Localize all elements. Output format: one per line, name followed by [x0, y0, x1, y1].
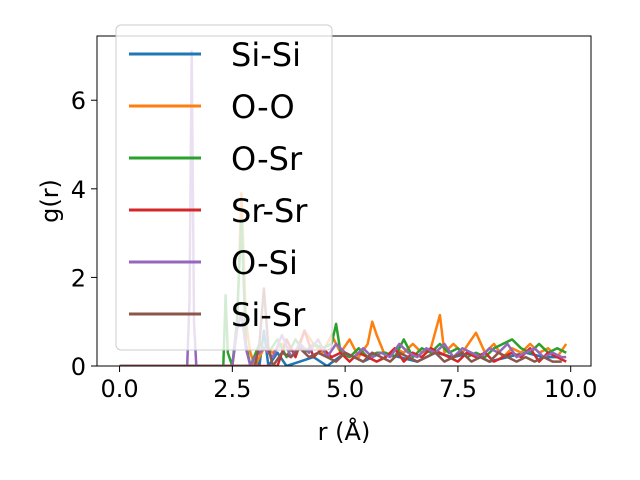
legend-label-o-si: O-Si: [231, 244, 298, 282]
y-tick-label: 6: [71, 87, 86, 115]
x-tick-label: 2.5: [213, 375, 251, 403]
legend-label-o-sr: O-Sr: [231, 140, 303, 178]
y-tick-label: 4: [71, 176, 86, 204]
x-axis: 0.0 2.5 5.0 7.5 10.0: [100, 366, 597, 403]
legend-label-o-o: O-O: [231, 88, 295, 126]
y-axis-label: g(r): [36, 179, 64, 223]
series-line-si-sr: [119, 287, 562, 366]
x-tick-label: 0.0: [100, 375, 138, 403]
legend-label-si-si: Si-Si: [231, 36, 301, 74]
x-tick-label: 5.0: [326, 375, 364, 403]
x-axis-label: r (Å): [318, 417, 371, 446]
axes-frame: [96, 35, 592, 367]
legend-label-si-sr: Si-Sr: [231, 296, 306, 334]
y-axis: 0 2 4 6: [71, 87, 97, 381]
legend: Si-Si O-O O-Sr Sr-Sr O-Si Si-Sr: [115, 24, 333, 351]
x-tick-label: 10.0: [544, 375, 597, 403]
x-tick-label: 7.5: [439, 375, 477, 403]
y-tick-label: 2: [71, 264, 86, 292]
y-tick-label: 0: [71, 353, 86, 381]
legend-label-sr-sr: Sr-Sr: [231, 192, 308, 230]
